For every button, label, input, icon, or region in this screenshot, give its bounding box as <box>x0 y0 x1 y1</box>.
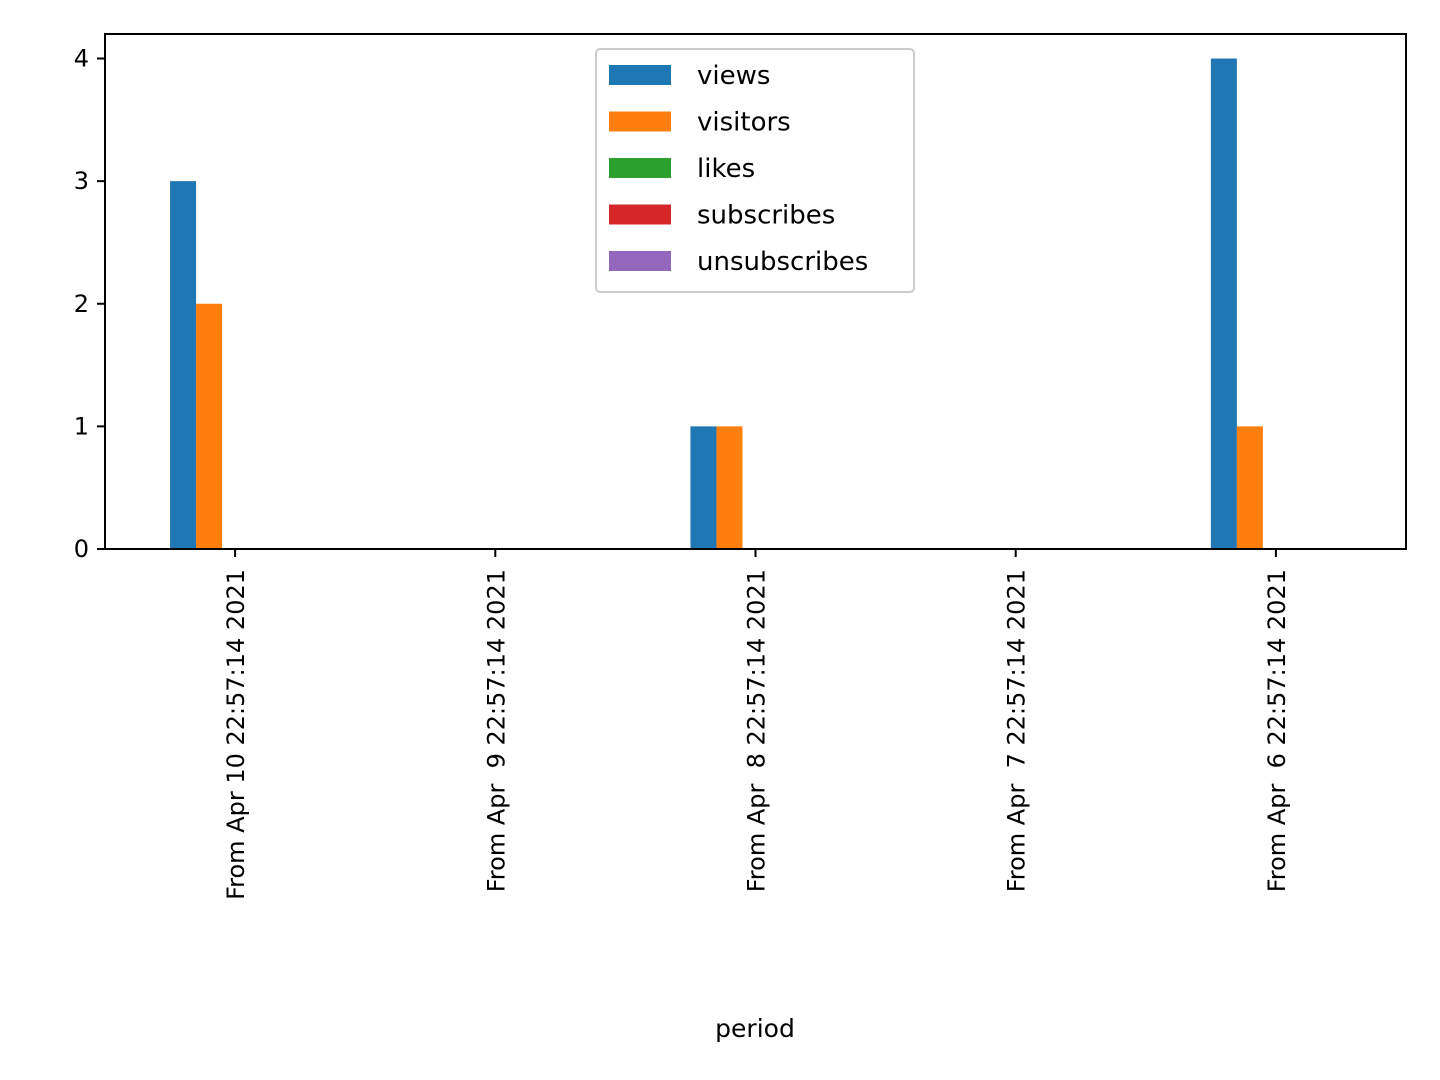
x-axis: From Apr 10 22:57:14 2021 From Apr 9 22:5… <box>222 549 1291 900</box>
legend-swatch-views <box>609 65 671 85</box>
legend-swatch-unsubscribes <box>609 251 671 271</box>
x-axis-label: period <box>715 1014 795 1043</box>
x-tick-label: From Apr 6 22:57:14 2021 <box>1263 569 1291 892</box>
legend-swatch-likes <box>609 158 671 178</box>
bar-views-2 <box>690 426 717 549</box>
y-tick-label: 0 <box>74 535 89 563</box>
y-tick-label: 1 <box>74 412 89 440</box>
y-axis: 0 1 2 3 4 <box>74 45 105 563</box>
x-tick-label: From Apr 9 22:57:14 2021 <box>482 569 510 892</box>
y-tick-label: 4 <box>74 45 89 73</box>
y-tick-label: 3 <box>74 167 89 195</box>
legend-label-views: views <box>697 61 770 91</box>
legend-frame <box>595 48 915 293</box>
legend: views visitors likes subscribes unsubscribes <box>595 48 915 293</box>
bar-visitors-2 <box>716 426 743 549</box>
bar-visitors-4 <box>1236 426 1263 549</box>
bars-group <box>170 58 1263 550</box>
x-tick-label: From Apr 7 22:57:14 2021 <box>1003 569 1031 892</box>
bar-views-4 <box>1210 58 1237 550</box>
legend-swatch-subscribes <box>609 204 671 225</box>
legend-label-visitors: visitors <box>697 108 791 138</box>
x-tick-label: From Apr 10 22:57:14 2021 <box>222 569 250 900</box>
legend-label-likes: likes <box>697 154 755 184</box>
bar-views-0 <box>170 181 197 549</box>
legend-label-unsubscribes: unsubscribes <box>697 247 868 277</box>
legend-swatch-visitors <box>609 111 671 132</box>
legend-label-subscribes: subscribes <box>697 201 835 231</box>
x-tick-label: From Apr 8 22:57:14 2021 <box>743 569 771 892</box>
bar-visitors-0 <box>196 303 223 549</box>
y-tick-label: 2 <box>74 290 89 318</box>
